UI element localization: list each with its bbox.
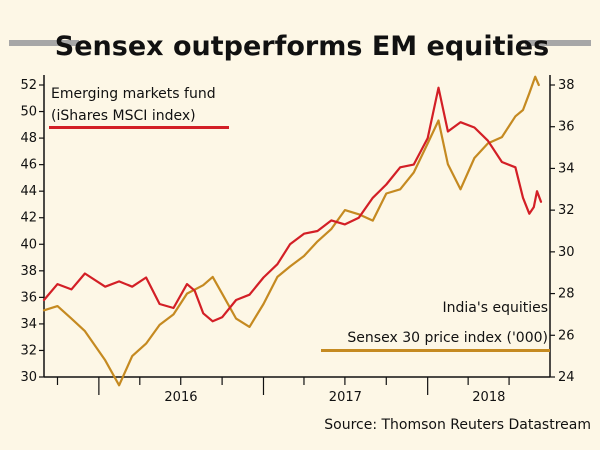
y-right-tick-label: 34 <box>558 161 575 176</box>
axes: 30 32 34 36 38 40 42 44 46 48 50 52 24 26 28 30 32 34 36 38… <box>20 75 575 405</box>
legend-india-line1: India's equities <box>443 300 549 316</box>
y-left-tick-label: 50 <box>20 105 37 120</box>
series-line-sensex <box>42 75 540 387</box>
y-left-tick-label: 40 <box>20 237 37 252</box>
y-left-tick-label: 46 <box>20 158 37 173</box>
y-left-tick-label: 36 <box>20 290 37 305</box>
title-bar-right <box>525 40 591 46</box>
y-right-tick-label: 30 <box>558 245 575 260</box>
y-right-tick-label: 36 <box>558 120 575 135</box>
legend-em-swatch <box>49 126 229 129</box>
y-right-tick-label: 38 <box>558 78 575 93</box>
y-left-tick-label: 30 <box>20 370 37 385</box>
legend-india-swatch <box>321 349 550 352</box>
source-note: Source: Thomson Reuters Datastream <box>324 417 591 433</box>
y-right-tick-label: 26 <box>558 328 575 343</box>
y-right-tick-label: 32 <box>558 203 575 218</box>
series-line-em-fund <box>42 86 543 323</box>
x-year-label: 2018 <box>472 390 505 405</box>
chart-title: Sensex outperforms EM equities <box>55 31 549 62</box>
y-right-tick-label: 24 <box>558 370 575 385</box>
y-right-tick-label: 28 <box>558 287 575 302</box>
x-year-label: 2017 <box>329 390 362 405</box>
y-left-tick-label: 42 <box>20 211 37 226</box>
series-lines <box>42 75 543 387</box>
y-left-tick-label: 48 <box>20 131 37 146</box>
legend-em-line1: Emerging markets fund <box>51 86 216 102</box>
x-year-label: 2016 <box>164 390 197 405</box>
legend-india-line2: Sensex 30 price index ('000) <box>347 330 548 346</box>
y-left-tick-label: 38 <box>20 264 37 279</box>
y-left-tick-label: 52 <box>20 78 37 93</box>
y-left-tick-label: 44 <box>20 184 37 199</box>
y-left-tick-label: 32 <box>20 343 37 358</box>
title-bar-left <box>9 40 79 46</box>
legend-em-line2: (iShares MSCI index) <box>51 108 196 124</box>
y-left-tick-label: 34 <box>20 317 37 332</box>
